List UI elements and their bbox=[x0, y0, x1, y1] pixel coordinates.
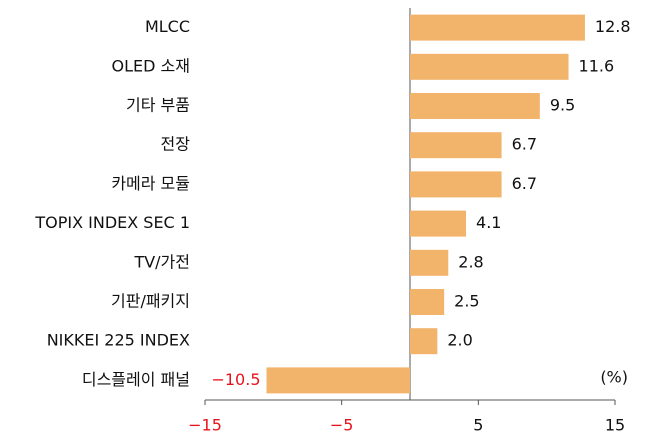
y-tick-label: 기판/패키지 bbox=[111, 292, 190, 311]
y-tick-label: 디스플레이 패널 bbox=[82, 370, 190, 389]
bar bbox=[410, 53, 569, 80]
value-label: 6.7 bbox=[512, 174, 537, 193]
y-tick-label: TOPIX INDEX SEC 1 bbox=[34, 213, 190, 232]
unit-label: (%) bbox=[600, 368, 628, 387]
y-tick-label: NIKKEI 225 INDEX bbox=[47, 331, 190, 350]
bar bbox=[410, 14, 585, 41]
bar bbox=[410, 132, 502, 159]
bar bbox=[266, 367, 410, 394]
y-tick-label: 기타 부품 bbox=[126, 96, 190, 115]
value-label: 2.0 bbox=[447, 331, 472, 350]
bar bbox=[410, 93, 540, 119]
value-label: 11.6 bbox=[579, 56, 615, 75]
x-tick-label: −5 bbox=[330, 416, 354, 435]
bar bbox=[410, 328, 438, 355]
x-tick-label: 15 bbox=[605, 416, 625, 435]
value-label: −10.5 bbox=[211, 370, 260, 389]
y-tick-label: 전장 bbox=[161, 135, 191, 154]
x-tick-label: 5 bbox=[473, 416, 483, 435]
bar bbox=[410, 249, 449, 276]
y-tick-label: MLCC bbox=[145, 17, 190, 36]
bar bbox=[410, 210, 467, 237]
value-label: 12.8 bbox=[595, 17, 631, 36]
value-label: 2.5 bbox=[454, 292, 479, 311]
bar bbox=[410, 171, 502, 198]
bar bbox=[410, 289, 445, 315]
value-label: 9.5 bbox=[550, 96, 575, 115]
y-tick-label: OLED 소재 bbox=[112, 56, 190, 75]
y-tick-label: TV/가전 bbox=[133, 252, 190, 271]
value-label: 2.8 bbox=[458, 252, 483, 271]
x-tick-label: −15 bbox=[188, 416, 222, 435]
value-label: 6.7 bbox=[512, 135, 537, 154]
y-tick-label: 카메라 모듈 bbox=[111, 174, 190, 193]
value-label: 4.1 bbox=[476, 213, 501, 232]
